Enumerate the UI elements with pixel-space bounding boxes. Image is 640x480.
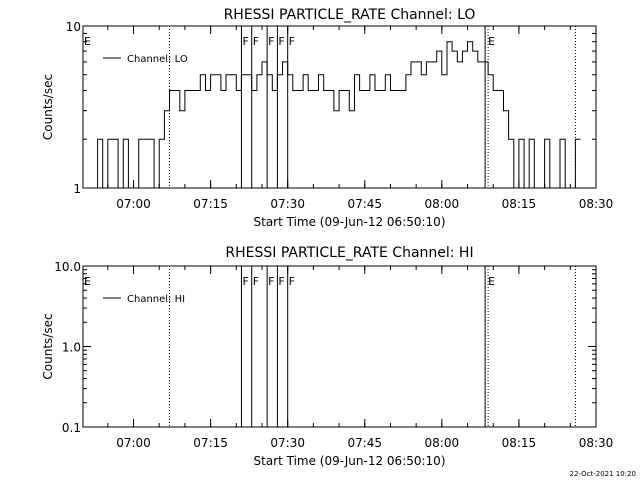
x-tick-label: 08:15 (502, 436, 537, 450)
flare-marker-label: F (253, 35, 259, 48)
x-axis-label: Start Time (09-Jun-12 06:50:10) (254, 454, 446, 468)
x-tick-label: 07:30 (270, 197, 305, 211)
panel-lo: RHESSI PARTICLE_RATE Channel: LO 07:00 07:… (41, 7, 613, 229)
x-axis-label: Start Time (09-Jun-12 06:50:10) (254, 215, 446, 229)
flare-marker-label: F (278, 35, 284, 48)
eclipse-marker-label: E (488, 275, 495, 288)
flare-marker-label: F (278, 275, 284, 288)
flare-marker-label: F (242, 275, 248, 288)
y-tick-label: 1 (73, 182, 81, 196)
plot-frame (82, 265, 597, 428)
x-tick-label: 07:15 (193, 436, 228, 450)
y-axis-label: Counts/sec (41, 313, 55, 379)
x-tick-label: 07:30 (270, 436, 305, 450)
x-tick-label: 07:00 (116, 197, 151, 211)
x-tick-label: 07:45 (347, 436, 382, 450)
flare-marker-label: F (289, 275, 295, 288)
flare-marker-label: F (242, 35, 248, 48)
legend-entry: Channel: LO (127, 54, 188, 65)
y-axis-label: Counts/sec (41, 74, 55, 140)
y-tick-label: 0.1 (62, 421, 81, 435)
flare-marker-label: F (289, 35, 295, 48)
x-tick-label: 08:00 (425, 436, 460, 450)
x-tick-label: 08:30 (579, 197, 614, 211)
x-tick-label: 07:00 (116, 436, 151, 450)
x-tick-label: 07:15 (193, 197, 228, 211)
eclipse-marker-label: E (84, 35, 91, 48)
y-tick-label: 10.0 (54, 260, 81, 274)
eclipse-marker-label: E (84, 275, 91, 288)
x-tick-label: 08:00 (425, 197, 460, 211)
y-tick-label: 1.0 (62, 341, 81, 355)
x-tick-label: 08:30 (579, 436, 614, 450)
flare-marker-label: F (268, 35, 274, 48)
flare-marker-label: F (268, 275, 274, 288)
chart-title: RHESSI PARTICLE_RATE Channel: HI (225, 245, 473, 261)
chart-title: RHESSI PARTICLE_RATE Channel: LO (224, 7, 476, 23)
panel-hi: RHESSI PARTICLE_RATE Channel: HI 07:00 07:… (41, 245, 613, 468)
date-stamp: 22-Oct-2021 10:20 (569, 470, 636, 478)
legend-entry: Channel: HI (127, 294, 185, 305)
x-tick-label: 08:15 (502, 197, 537, 211)
y-tick-label: 10 (66, 20, 81, 34)
x-tick-label: 07:45 (347, 197, 382, 211)
series-line (92, 41, 581, 189)
eclipse-marker-label: E (488, 35, 495, 48)
flare-marker-label: F (253, 275, 259, 288)
